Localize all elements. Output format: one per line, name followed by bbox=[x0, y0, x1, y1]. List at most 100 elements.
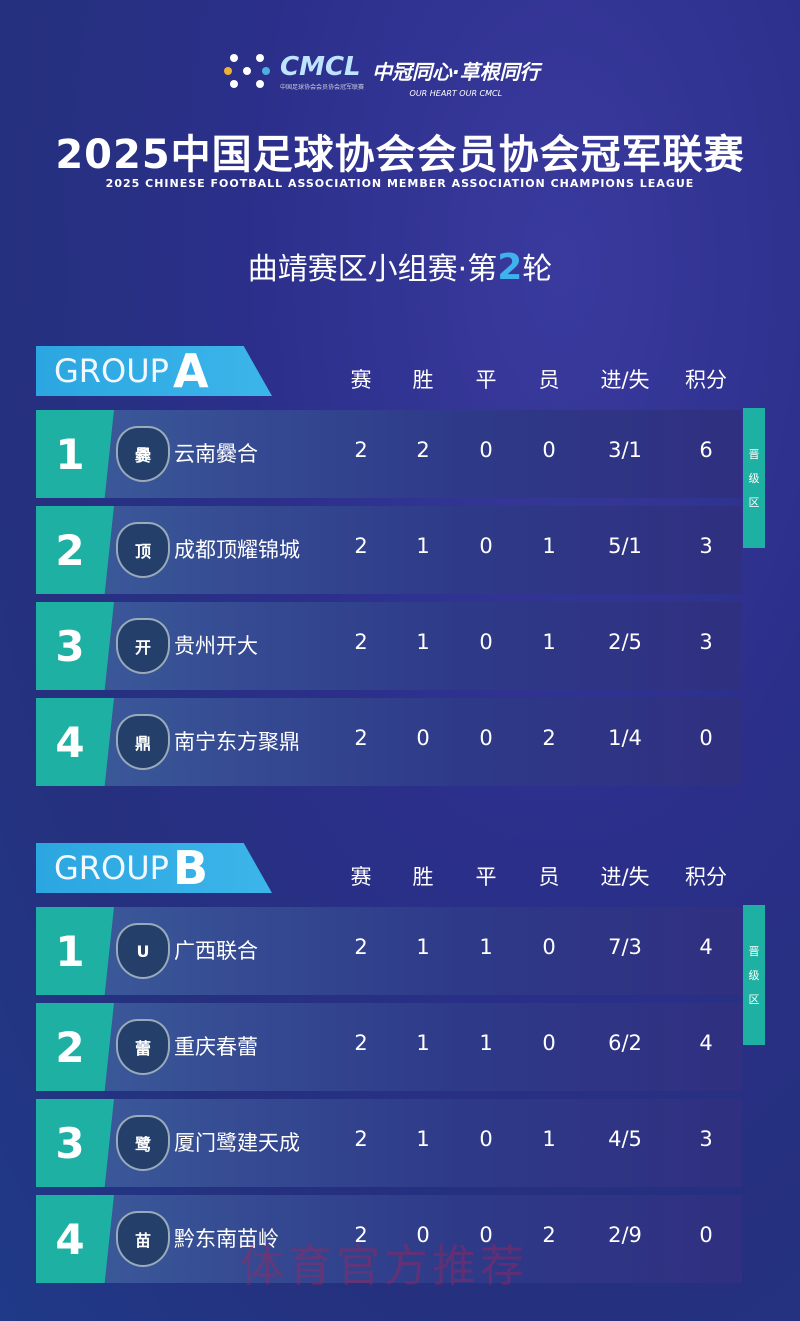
stat-cell: 0 bbox=[479, 1127, 493, 1151]
advance-label-char: 晋 bbox=[748, 945, 760, 958]
stat-cell: 2 bbox=[542, 726, 556, 750]
table-row: 1 U 广西联合 2 1 1 0 7/3 4 bbox=[36, 907, 742, 995]
stat-cell: 1 bbox=[479, 935, 493, 959]
rank: 4 bbox=[36, 1195, 114, 1283]
rank: 3 bbox=[36, 602, 114, 690]
advance-label-char: 级 bbox=[748, 472, 760, 485]
stat-cell: 0 bbox=[416, 726, 430, 750]
stat-cell: 0 bbox=[542, 1031, 556, 1055]
stat-cell: 0 bbox=[699, 1223, 713, 1247]
stat-cell: 1/4 bbox=[608, 726, 642, 750]
advance-label-char: 区 bbox=[748, 496, 760, 509]
watermark: 体育官方推荐 bbox=[240, 1241, 528, 1292]
team-badge-icon: 顶 bbox=[116, 522, 170, 578]
stat-cell: 3 bbox=[699, 1127, 713, 1151]
round-suffix: 轮 bbox=[522, 252, 553, 287]
stat-cell: 0 bbox=[416, 1223, 430, 1247]
stat-cell: 2 bbox=[354, 1223, 368, 1247]
snowflake-logo-icon bbox=[222, 48, 272, 94]
column-header: 胜 bbox=[412, 865, 434, 889]
stat-cell: 2 bbox=[354, 630, 368, 654]
advance-zone-marker: 晋级区 bbox=[743, 905, 765, 1045]
group-label: GROUP bbox=[54, 849, 169, 887]
table-row: 1 爨 云南爨合 2 2 0 0 3/1 6 bbox=[36, 410, 742, 498]
stat-cell: 3/1 bbox=[608, 438, 642, 462]
team-name: 黔东南苗岭 bbox=[174, 1227, 279, 1251]
advance-label-char: 区 bbox=[748, 993, 760, 1006]
team-badge-icon: 鼎 bbox=[116, 714, 170, 770]
team-name: 南宁东方聚鼎 bbox=[174, 730, 300, 754]
column-header: 员 bbox=[538, 368, 560, 392]
group-label: GROUP bbox=[54, 352, 169, 390]
team-name: 云南爨合 bbox=[174, 442, 258, 466]
page-title-en: 2025 CHINESE FOOTBALL ASSOCIATION MEMBER… bbox=[105, 177, 695, 190]
table-row: 2 顶 成都顶耀锦城 2 1 0 1 5/1 3 bbox=[36, 506, 742, 594]
stat-cell: 2 bbox=[354, 438, 368, 462]
group-letter: A bbox=[172, 344, 209, 398]
slogan-en: OUR HEART OUR CMCL bbox=[409, 89, 503, 98]
stat-cell: 2 bbox=[354, 1127, 368, 1151]
slogan: 中冠同心·草根同行 OUR HEART OUR CMCL bbox=[372, 56, 540, 98]
stat-cell: 1 bbox=[416, 1127, 430, 1151]
page-title: 2025中国足球协会会员协会冠军联赛 bbox=[55, 132, 745, 178]
stat-cell: 4 bbox=[699, 1031, 713, 1055]
column-header: 进/失 bbox=[600, 368, 650, 392]
stat-cell: 2/5 bbox=[608, 630, 642, 654]
stat-cell: 4/5 bbox=[608, 1127, 642, 1151]
advance-label-char: 级 bbox=[748, 969, 760, 982]
column-header: 赛 bbox=[350, 368, 372, 392]
column-header: 胜 bbox=[412, 368, 434, 392]
advance-zone-marker: 晋级区 bbox=[743, 408, 765, 548]
team-badge-icon: U bbox=[116, 923, 170, 979]
group-a-banner: GROUP A bbox=[36, 346, 272, 396]
logo-subtext: 中国足球协会会员协会冠军联赛 bbox=[280, 83, 365, 91]
team-name: 厦门鹭建天成 bbox=[174, 1131, 300, 1155]
round-number: 2 bbox=[497, 247, 523, 288]
stat-cell: 1 bbox=[416, 935, 430, 959]
stat-cell: 3 bbox=[699, 534, 713, 558]
stat-cell: 2 bbox=[542, 1223, 556, 1247]
stat-cell: 0 bbox=[479, 534, 493, 558]
stat-cell: 0 bbox=[699, 726, 713, 750]
column-header: 平 bbox=[475, 865, 497, 889]
stat-cell: 1 bbox=[416, 630, 430, 654]
rank: 2 bbox=[36, 1003, 114, 1091]
table-row: 4 苗 黔东南苗岭 2 0 0 2 2/9 0 bbox=[36, 1195, 742, 1283]
team-name: 成都顶耀锦城 bbox=[174, 538, 300, 562]
slogan-cn: 中冠同心·草根同行 bbox=[372, 60, 540, 84]
stat-cell: 0 bbox=[542, 438, 556, 462]
team-badge-icon: 苗 bbox=[116, 1211, 170, 1267]
stat-cell: 2 bbox=[354, 935, 368, 959]
round-title: 曲靖赛区小组赛·第2轮 bbox=[0, 244, 800, 288]
stat-cell: 0 bbox=[479, 438, 493, 462]
group-b-banner: GROUP B bbox=[36, 843, 272, 893]
table-row: 2 蕾 重庆春蕾 2 1 1 0 6/2 4 bbox=[36, 1003, 742, 1091]
advance-label-char: 晋 bbox=[748, 448, 760, 461]
team-badge-icon: 开 bbox=[116, 618, 170, 674]
column-header: 员 bbox=[538, 865, 560, 889]
stat-cell: 6/2 bbox=[608, 1031, 642, 1055]
team-badge-icon: 蕾 bbox=[116, 1019, 170, 1075]
table-row: 4 鼎 南宁东方聚鼎 2 0 0 2 1/4 0 bbox=[36, 698, 742, 786]
stat-cell: 5/1 bbox=[608, 534, 642, 558]
stat-cell: 1 bbox=[416, 1031, 430, 1055]
rank: 3 bbox=[36, 1099, 114, 1187]
column-header: 进/失 bbox=[600, 865, 650, 889]
column-header: 积分 bbox=[685, 865, 727, 889]
rank: 4 bbox=[36, 698, 114, 786]
group-letter: B bbox=[172, 841, 208, 895]
table-row: 3 鹭 厦门鹭建天成 2 1 0 1 4/5 3 bbox=[36, 1099, 742, 1187]
stat-cell: 0 bbox=[479, 1223, 493, 1247]
stat-cell: 3 bbox=[699, 630, 713, 654]
stat-cell: 0 bbox=[479, 726, 493, 750]
column-header: 积分 bbox=[685, 368, 727, 392]
logo-text: CMCL bbox=[280, 51, 361, 82]
stat-cell: 1 bbox=[479, 1031, 493, 1055]
team-name: 重庆春蕾 bbox=[174, 1035, 258, 1059]
rank: 1 bbox=[36, 907, 114, 995]
stat-cell: 7/3 bbox=[608, 935, 642, 959]
team-name: 贵州开大 bbox=[174, 634, 258, 658]
team-badge-icon: 爨 bbox=[116, 426, 170, 482]
stat-cell: 2/9 bbox=[608, 1223, 642, 1247]
stat-cell: 1 bbox=[542, 630, 556, 654]
